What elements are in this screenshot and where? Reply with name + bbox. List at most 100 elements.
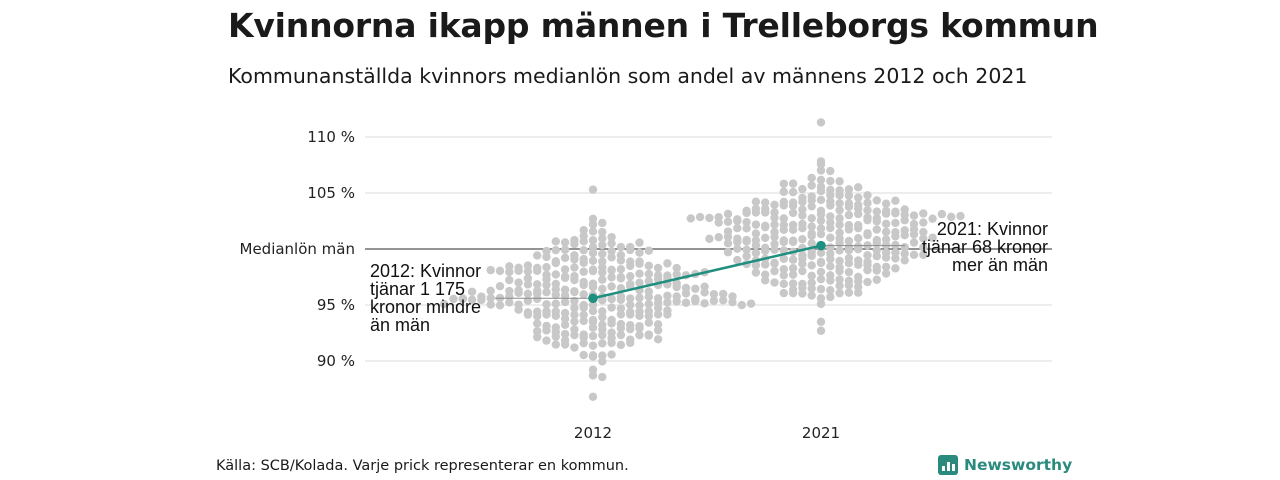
y-tick-label: 110 % (307, 128, 355, 146)
swarm-dot-2021 (770, 259, 779, 268)
swarm-dot-2012 (579, 316, 588, 326)
swarm-dot-2012 (570, 303, 579, 313)
swarm-dot-2012 (681, 289, 691, 298)
swarm-dot-2012 (616, 274, 626, 283)
swarm-dot-2012 (588, 371, 598, 380)
highlight-point-2021 (816, 240, 826, 251)
swarm-dot-2012 (644, 276, 653, 286)
swarm-dot-2021 (816, 284, 826, 294)
swarm-dot-2012 (663, 310, 672, 319)
swarm-dot-2021 (835, 246, 844, 255)
swarm-dot-2021 (872, 252, 881, 261)
annotation-2021-line-3: mer än män (951, 255, 1048, 275)
swarm-dot-2021 (761, 246, 770, 256)
annotation-2012-line-3: kronor mindre (370, 297, 482, 317)
swarm-dot-2021 (807, 195, 816, 205)
swarm-dot-2021 (881, 199, 891, 208)
swarm-dot-2012 (598, 307, 607, 316)
swarm-dot-2012 (542, 280, 551, 290)
swarm-dot-2012 (560, 340, 570, 349)
swarm-dot-2021 (761, 260, 770, 269)
swarm-dot-2012 (681, 298, 691, 307)
swarm-dot-2012 (598, 357, 607, 366)
swarm-dot-2012 (746, 299, 756, 308)
brand-link[interactable]: Newsworthy (938, 455, 1072, 475)
swarm-dot-2021 (770, 213, 779, 222)
swarm-dot-2012 (644, 269, 653, 279)
swarm-dot-2021 (844, 288, 854, 297)
swarm-dot-2021 (770, 266, 779, 276)
highlight-line (592, 244, 822, 300)
swarm-dot-2012 (607, 350, 616, 359)
swarm-dot-2012 (644, 292, 653, 302)
chart-title: Kvinnorna ikapp männen i Trelleborgs kom… (228, 6, 1099, 45)
swarm-dot-2012 (607, 239, 616, 248)
swarm-dot-2012 (607, 253, 616, 262)
swarm-dot-2021 (816, 267, 826, 277)
swarm-dot-2021 (881, 253, 891, 262)
swarm-dot-2021 (779, 214, 788, 223)
swarm-dot-2021 (826, 191, 835, 200)
swarm-dot-2012 (653, 326, 663, 335)
swarm-dot-2012 (551, 290, 560, 299)
swarm-dot-2021 (751, 248, 761, 258)
brand-name: Newsworthy (964, 456, 1073, 474)
swarm-dot-2021 (947, 212, 956, 222)
swarm-dot-2021 (807, 284, 816, 293)
swarm-dot-2012 (570, 239, 579, 249)
swarm-dot-2021 (881, 227, 891, 237)
swarm-dot-2021 (723, 239, 733, 248)
swarm-dot-2012 (551, 340, 560, 349)
swarm-dot-2021 (826, 166, 835, 176)
swarm-dot-2021 (826, 254, 835, 264)
swarm-dot-2012 (486, 286, 495, 296)
swarm-dot-2012 (588, 242, 598, 252)
swarm-dot-2012 (672, 270, 681, 279)
swarm-dot-2012 (486, 265, 495, 275)
swarm-dot-2021 (779, 225, 788, 235)
swarm-dot-2021 (705, 234, 714, 244)
swarm-dot-2012 (598, 257, 607, 266)
swarm-dot-2021 (900, 256, 909, 265)
swarm-dot-2021 (788, 270, 798, 279)
swarm-dot-2021 (891, 209, 900, 218)
x-tick-label: 2012 (574, 424, 612, 442)
swarm-dot-2021 (816, 274, 826, 284)
swarm-dot-2012 (644, 331, 653, 340)
swarm-dot-2012 (607, 319, 616, 328)
swarm-dot-2012 (551, 258, 560, 268)
swarm-dot-2012 (588, 300, 598, 310)
swarm-dot-2021 (872, 196, 881, 205)
swarm-dot-2012 (700, 282, 709, 291)
swarm-dot-2021 (807, 173, 816, 183)
swarm-dot-2021 (788, 279, 798, 288)
swarm-dot-2021 (835, 238, 844, 248)
swarm-dot-2021 (779, 288, 788, 298)
swarm-dot-2012 (542, 336, 551, 345)
swarm-dot-2012 (635, 248, 644, 257)
swarm-dot-2012 (598, 249, 607, 259)
swarm-dot-2021 (863, 215, 872, 225)
swarm-dot-2012 (449, 294, 458, 304)
swarm-dot-2012 (560, 245, 570, 254)
swarm-dot-2012 (616, 340, 626, 350)
swarm-dot-2021 (779, 201, 788, 210)
swarm-dot-2021 (844, 185, 854, 194)
swarm-dot-2021 (723, 248, 733, 257)
swarm-dot-2012 (533, 251, 542, 260)
bar-chart-logo-icon (938, 455, 958, 475)
swarm-dot-2021 (835, 220, 844, 230)
swarm-dot-2021 (751, 241, 761, 250)
swarm-dot-2012 (533, 294, 542, 304)
swarm-dot-2021 (909, 250, 919, 260)
swarm-dot-2021 (844, 259, 854, 268)
swarm-dot-2021 (900, 231, 909, 240)
swarm-dot-2012 (616, 242, 626, 252)
swarm-dot-2021 (742, 224, 751, 233)
swarm-dot-2012 (533, 319, 542, 328)
swarm-dot-2021 (891, 240, 900, 250)
swarm-dot-2012 (626, 310, 635, 319)
swarm-dot-2012 (700, 299, 709, 308)
highlight-point-2012 (588, 293, 598, 304)
swarm-dot-2021 (751, 268, 761, 277)
